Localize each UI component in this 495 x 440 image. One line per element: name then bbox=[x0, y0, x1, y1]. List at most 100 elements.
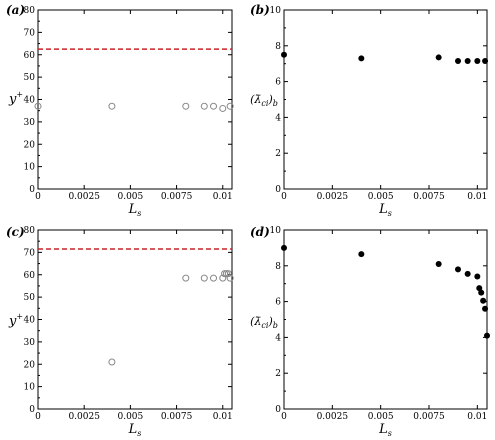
data-point bbox=[108, 358, 116, 366]
y-tick-label: 60 bbox=[24, 51, 36, 61]
data-point bbox=[464, 270, 471, 277]
y-tick-label: 4 bbox=[275, 113, 281, 123]
plot-frame bbox=[283, 9, 488, 190]
data-point bbox=[222, 270, 230, 278]
y-tick-label: 30 bbox=[24, 338, 36, 348]
y-axis-label: (λ̄ci)b bbox=[250, 315, 278, 330]
y-tick-label: 80 bbox=[24, 6, 36, 16]
data-point bbox=[480, 297, 487, 304]
data-point bbox=[182, 102, 190, 110]
y-axis-label-paren: ) bbox=[267, 93, 272, 106]
data-point bbox=[474, 273, 481, 280]
panel-label: (d) bbox=[250, 225, 270, 239]
data-point bbox=[358, 251, 365, 258]
x-axis-label: Ls bbox=[378, 422, 392, 438]
data-point bbox=[482, 305, 489, 312]
y-axis-label-paren: ) bbox=[267, 315, 272, 328]
x-tick-label: 0.0025 bbox=[317, 192, 349, 202]
y-tick-label: 2 bbox=[275, 369, 281, 379]
data-point bbox=[200, 102, 208, 110]
y-tick-label: 10 bbox=[24, 163, 36, 173]
x-axis-label-subscript: s bbox=[388, 209, 392, 218]
y-tick-label: 8 bbox=[275, 42, 281, 52]
y-tick-label: 4 bbox=[275, 333, 281, 343]
x-tick-label: 0 bbox=[281, 192, 287, 202]
y-tick-label: 6 bbox=[275, 78, 281, 88]
data-point bbox=[474, 58, 481, 65]
y-tick-label: 40 bbox=[24, 316, 36, 326]
plot-frame bbox=[283, 229, 488, 410]
data-point bbox=[464, 58, 471, 65]
x-axis-label: Ls bbox=[378, 202, 392, 218]
data-point bbox=[200, 274, 208, 282]
y-axis-label: (λ̄ci)b bbox=[250, 93, 278, 108]
x-tick-label: 0.0075 bbox=[161, 192, 193, 202]
plot-frame bbox=[37, 229, 233, 410]
x-tick-label: 0.005 bbox=[117, 412, 143, 422]
data-point bbox=[226, 274, 234, 282]
data-point bbox=[210, 274, 218, 282]
x-axis-label-subscript: s bbox=[388, 429, 392, 438]
y-tick-label: 40 bbox=[24, 96, 36, 106]
x-axis-label: Ls bbox=[128, 202, 142, 218]
y-tick-label: 30 bbox=[24, 118, 36, 128]
x-axis-label-subscript: s bbox=[137, 429, 141, 438]
data-point bbox=[210, 102, 218, 110]
x-tick-label: 0.0025 bbox=[317, 412, 349, 422]
y-axis-label-subscript-b: b bbox=[273, 321, 278, 330]
x-tick-label: 0.01 bbox=[213, 412, 233, 422]
y-axis-label: y+ bbox=[8, 312, 23, 329]
data-point bbox=[478, 289, 485, 296]
panel-label: (c) bbox=[6, 225, 25, 239]
panel-label: (b) bbox=[250, 3, 270, 17]
x-tick-label: 0.01 bbox=[213, 192, 233, 202]
y-tick-label: 0 bbox=[29, 185, 35, 195]
panel-b: 0 2 4 6 8 10 0 0.0025 0.005 0.0075 0.01 Ls (λ̄ci)b (b… bbox=[250, 3, 489, 218]
data-point bbox=[34, 102, 42, 110]
y-tick-label: 50 bbox=[24, 73, 36, 83]
data-point bbox=[221, 270, 229, 278]
data-point bbox=[219, 274, 227, 282]
y-axis-label: y+ bbox=[8, 90, 23, 107]
y-tick-label: 0 bbox=[29, 405, 35, 415]
y-axis-label-subscript: ci bbox=[261, 321, 268, 330]
data-point bbox=[435, 54, 442, 61]
y-tick-label: 8 bbox=[275, 262, 281, 272]
data-point bbox=[226, 102, 234, 110]
y-tick-label: 20 bbox=[24, 360, 36, 370]
y-tick-label: 6 bbox=[275, 298, 281, 308]
data-point bbox=[224, 270, 232, 278]
data-point bbox=[358, 55, 365, 62]
panel-d: 0 2 4 6 8 10 0 0.0025 0.005 0.0075 0.01 Ls (λ̄ci)b (d… bbox=[250, 225, 490, 438]
x-tick-label: 0.005 bbox=[117, 192, 143, 202]
x-tick-label: 0 bbox=[35, 412, 41, 422]
x-tick-label: 0.0075 bbox=[161, 412, 193, 422]
x-tick-label: 0.0025 bbox=[68, 192, 100, 202]
y-tick-label: 50 bbox=[24, 293, 36, 303]
data-point bbox=[484, 332, 490, 339]
y-axis-label-superscript: + bbox=[16, 90, 23, 99]
y-tick-label: 20 bbox=[24, 140, 36, 150]
panel-c: 0 10 20 30 40 50 60 70 80 0 0.0025 0.005 0.0075 0.01 L… bbox=[6, 225, 234, 438]
y-tick-label: 0 bbox=[275, 185, 281, 195]
y-tick-label: 10 bbox=[24, 383, 36, 393]
panel-label: (a) bbox=[6, 3, 25, 17]
y-tick-label: 70 bbox=[24, 248, 36, 258]
data-point bbox=[455, 266, 461, 273]
data-point bbox=[182, 274, 190, 282]
data-point bbox=[455, 58, 461, 65]
data-point bbox=[108, 102, 116, 110]
panel-a: 0 10 20 30 40 50 60 70 80 0 0.0025 0.005 0.0075 0.01 L… bbox=[6, 3, 234, 218]
y-tick-label: 60 bbox=[24, 271, 36, 281]
x-tick-label: 0.01 bbox=[467, 192, 487, 202]
y-axis-label-superscript: + bbox=[16, 312, 23, 321]
x-tick-label: 0 bbox=[281, 412, 287, 422]
y-tick-label: 0 bbox=[275, 405, 281, 415]
data-point bbox=[219, 104, 227, 112]
x-tick-label: 0.0075 bbox=[413, 192, 445, 202]
data-point bbox=[435, 261, 442, 268]
y-axis-label-subscript-b: b bbox=[273, 99, 278, 108]
y-tick-label: 80 bbox=[24, 226, 36, 236]
x-tick-label: 0.0025 bbox=[68, 412, 100, 422]
